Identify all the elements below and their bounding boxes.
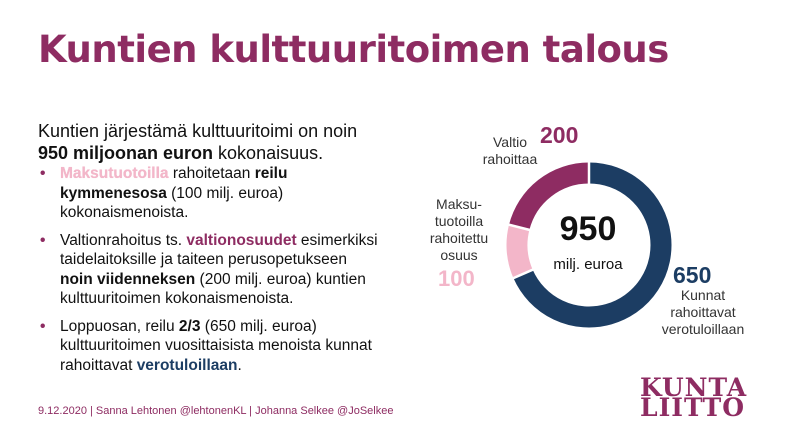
donut-svg	[506, 161, 672, 328]
maksu-label-line2: tuotoilla	[434, 213, 484, 229]
bullet-text-part: reilu kymmenesosa	[60, 165, 288, 202]
maksu-label-line4: osuus	[440, 247, 478, 263]
intro-text: Kuntien järjestämä kulttuuritoimi on noi…	[38, 120, 408, 164]
intro-rest: kokonaisuus.	[213, 143, 324, 163]
bullet-text-part: valtionosuudet	[186, 231, 297, 249]
maksu-label: Maksu- tuotoilla rahoitettu osuus	[418, 196, 500, 264]
bullet-text-part: 2/3	[178, 317, 201, 335]
bullet-text-part: .	[237, 356, 242, 374]
footer-credits: 9.12.2020 | Sanna Lehtonen @lehtonenKL |…	[38, 405, 394, 417]
bullet-text-part: esimerkiksi taidelaitoksille ja taiteen …	[60, 231, 378, 269]
page-title: Kuntien kulttuuritoimen talous	[38, 28, 669, 71]
valtio-label-line2: rahoittaa	[482, 151, 538, 167]
bullet-text-part: verotuloillaan	[136, 356, 238, 374]
bullet-item: • Valtionrahoitus ts. valtionosuudet esim…	[38, 231, 378, 309]
donut-slice-0	[513, 162, 672, 328]
donut-separator-2	[507, 223, 531, 232]
kuntaliitto-logo: KUNTA LIITTO	[640, 375, 755, 420]
bullet-list: • Maksutuotoilla rahoitetaan reilu kymmen…	[38, 164, 378, 383]
valtio-value: 200	[540, 122, 579, 148]
donut-slice-1	[506, 224, 533, 279]
bullet-text-part: Maksutuotoilla	[60, 165, 169, 182]
donut-chart: 200 Valtio rahoittaa Maksu- tuotoilla ra…	[430, 122, 780, 400]
intro-line1: Kuntien järjestämä kulttuuritoimi on noi…	[38, 121, 358, 141]
bullet-text-part: (650 milj. euroa) kulttuuritoimen vuosit…	[60, 317, 372, 374]
donut-slice-2	[509, 162, 590, 231]
bullet-text-part: (100 milj. euroa) kokonaismenoista.	[60, 184, 284, 222]
center-total: 950	[559, 210, 617, 248]
valtio-label-line1: Valtio	[493, 134, 527, 150]
maksu-label-line1: Maksu-	[436, 196, 482, 212]
kunnat-label-line1: Kunnat	[680, 287, 726, 303]
bullet-dot: •	[40, 317, 46, 335]
maksu-label-line3: rahoitettu	[429, 230, 489, 246]
bullet-text-part: rahoitetaan	[168, 165, 255, 182]
kunnat-value: 650	[673, 262, 712, 288]
intro-bold: 950 miljoonan euron	[38, 143, 214, 163]
bullet-dot: •	[40, 165, 46, 182]
maksu-value: 100	[438, 266, 475, 291]
kunnat-label-line3: verotuloillaan	[661, 321, 745, 337]
bullet-item: • Loppuosan, reilu 2/3 (650 milj. euroa) …	[38, 317, 378, 376]
kunnat-label: Kunnat rahoittavat verotuloillaan	[648, 287, 758, 338]
logo-line2: LIITTO	[640, 393, 746, 422]
bullet-text-part: Loppuosan, reilu	[60, 317, 179, 335]
donut-separator-1	[512, 268, 535, 280]
center-unit: milj. euroa	[553, 256, 623, 273]
bullet-text-part: Valtionrahoitus ts.	[60, 231, 187, 249]
logo-line1: KUNTA	[640, 373, 748, 402]
bullet-dot: •	[40, 231, 46, 249]
kunnat-label-line2: rahoittavat	[670, 304, 736, 320]
bullet-text-part: noin viidenneksen	[60, 270, 196, 288]
valtio-label: Valtio rahoittaa	[480, 134, 540, 168]
bullet-text-part: (200 milj. euroa) kuntien kulttuuritoime…	[60, 270, 366, 308]
bullet-item: • Maksutuotoilla rahoitetaan reilu kymmen…	[38, 164, 378, 223]
